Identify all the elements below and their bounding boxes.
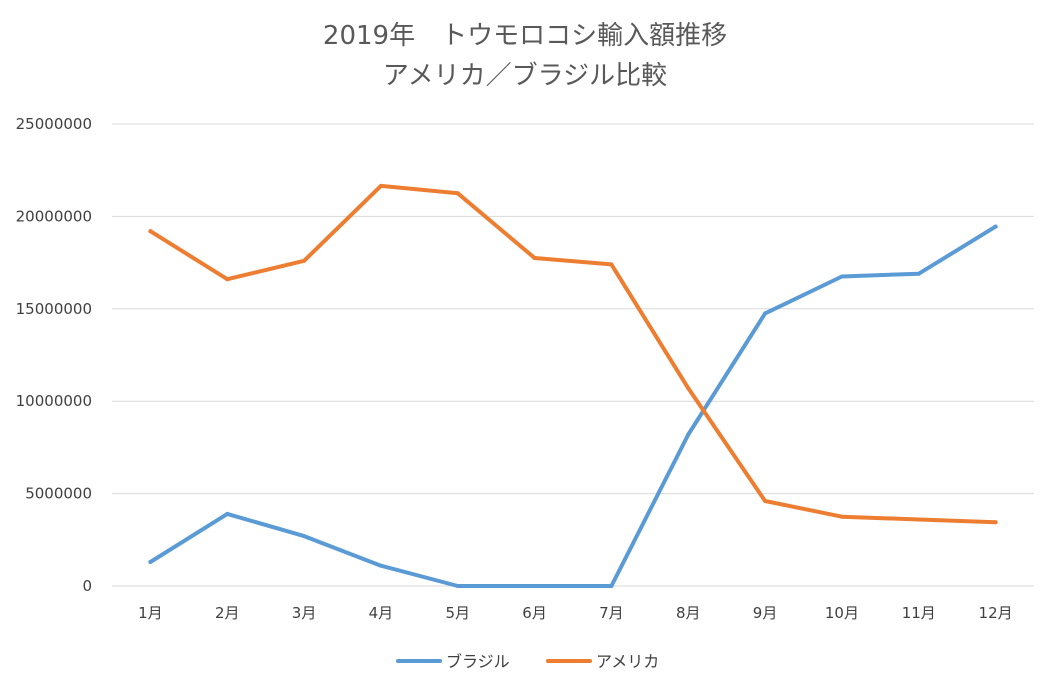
data-point bbox=[302, 534, 307, 539]
x-tick-label: 12月 bbox=[979, 604, 1013, 622]
y-tick-label: 0 bbox=[82, 577, 92, 595]
data-point bbox=[225, 277, 230, 282]
data-point bbox=[839, 274, 844, 279]
x-tick-label: 8月 bbox=[676, 604, 701, 622]
chart-title-line-1: 2019年 トウモロコシ輸入額推移 bbox=[323, 21, 727, 51]
data-point bbox=[916, 517, 921, 522]
data-point bbox=[455, 584, 460, 588]
data-point bbox=[302, 258, 307, 263]
data-point bbox=[609, 262, 614, 267]
x-tick-label: 6月 bbox=[522, 604, 547, 622]
x-tick-label: 1月 bbox=[138, 604, 163, 622]
x-tick-label: 11月 bbox=[902, 604, 936, 622]
data-point bbox=[225, 511, 230, 516]
data-point bbox=[532, 584, 537, 588]
data-point bbox=[378, 183, 383, 188]
gridlines bbox=[112, 123, 1034, 587]
data-point bbox=[148, 559, 153, 564]
x-tick-label: 2月 bbox=[215, 604, 240, 622]
legend: ブラジル アメリカ bbox=[396, 652, 659, 671]
y-tick-label: 10000000 bbox=[16, 392, 92, 410]
data-point bbox=[532, 255, 537, 260]
legend-label: ブラジル bbox=[446, 652, 510, 671]
data-point bbox=[993, 224, 998, 229]
data-point bbox=[609, 584, 614, 588]
data-point bbox=[763, 311, 768, 316]
legend-label: アメリカ bbox=[596, 652, 659, 671]
series-lines bbox=[148, 183, 998, 588]
x-tick-label: 9月 bbox=[753, 604, 778, 622]
data-point bbox=[686, 386, 691, 391]
data-point bbox=[763, 498, 768, 503]
y-tick-label: 5000000 bbox=[25, 485, 92, 503]
data-point bbox=[839, 514, 844, 519]
chart-title: 2019年 トウモロコシ輸入額推移 アメリカ／ブラジル比較 bbox=[323, 21, 727, 91]
x-tick-label: 3月 bbox=[292, 604, 317, 622]
data-point bbox=[993, 520, 998, 525]
y-tick-label: 20000000 bbox=[16, 207, 92, 225]
x-axis: 1月 2月 3月 4月 5月 6月 7月 8月 9月 10月 11月 12月 bbox=[138, 604, 1012, 622]
x-tick-label: 7月 bbox=[599, 604, 624, 622]
y-tick-label: 15000000 bbox=[16, 300, 92, 318]
y-axis: 0 5000000 10000000 15000000 20000000 25000000 bbox=[16, 115, 92, 595]
series-line-brazil bbox=[148, 224, 998, 588]
x-tick-label: 10月 bbox=[825, 604, 859, 622]
data-point bbox=[148, 229, 153, 234]
x-tick-label: 5月 bbox=[445, 604, 470, 622]
data-point bbox=[455, 191, 460, 196]
chart-title-line-2: アメリカ／ブラジル比較 bbox=[383, 61, 667, 91]
y-tick-label: 25000000 bbox=[16, 115, 92, 133]
data-point bbox=[378, 563, 383, 568]
data-point bbox=[686, 432, 691, 437]
x-tick-label: 4月 bbox=[369, 604, 394, 622]
series-line-usa bbox=[148, 183, 998, 525]
data-point bbox=[916, 271, 921, 276]
